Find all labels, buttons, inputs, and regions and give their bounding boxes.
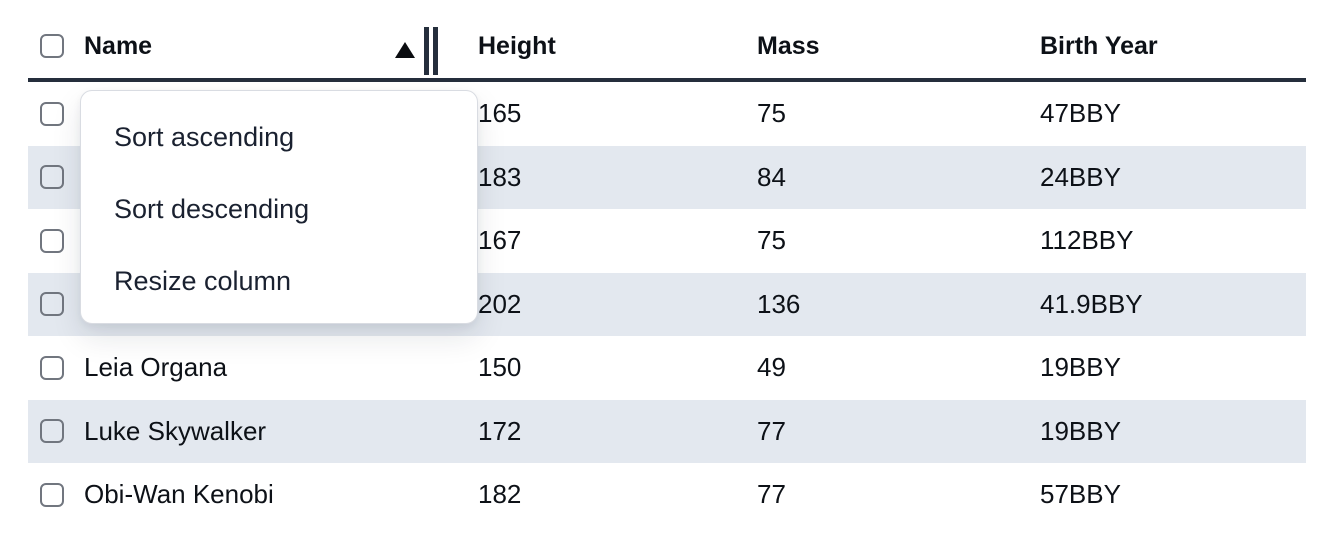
table-header-row: Name Height Mass Birth Year <box>28 14 1306 82</box>
cell-birth-year: 47BBY <box>1040 98 1121 129</box>
select-all-checkbox[interactable] <box>40 34 64 58</box>
cell-name: Obi-Wan Kenobi <box>84 479 274 508</box>
cell-mass: 77 <box>757 479 786 508</box>
cell-height: 167 <box>478 225 522 256</box>
cell-mass: 75 <box>757 225 786 256</box>
column-resize-handle[interactable] <box>424 27 438 75</box>
row-checkbox[interactable] <box>40 165 64 190</box>
cell-height: 150 <box>478 352 522 383</box>
row-checkbox[interactable] <box>40 228 64 253</box>
cell-name: Luke Skywalker <box>84 415 267 446</box>
menu-item-resize-column[interactable]: Resize column <box>114 265 292 296</box>
cell-height: 183 <box>478 161 522 192</box>
cell-birth-year: 19BBY <box>1040 352 1121 383</box>
menu-item-sort-ascending[interactable]: Sort ascending <box>114 121 295 152</box>
cell-height: 202 <box>478 288 522 319</box>
column-header-birth-year[interactable]: Birth Year <box>1040 31 1158 60</box>
resize-bar-icon <box>433 27 438 75</box>
row-checkbox[interactable] <box>40 355 64 380</box>
menu-item-sort-descending[interactable]: Sort descending <box>114 193 310 224</box>
cell-mass: 136 <box>757 288 801 319</box>
table-row[interactable]: 167 75 112BBY <box>28 209 1306 273</box>
cell-height: 172 <box>478 415 522 446</box>
cell-height: 182 <box>478 479 522 508</box>
table-row[interactable]: Luke Skywalker 172 77 19BBY <box>28 399 1306 463</box>
row-checkbox[interactable] <box>40 482 64 507</box>
sort-ascending-icon <box>395 42 415 58</box>
row-checkbox[interactable] <box>40 101 64 126</box>
table-row[interactable]: Obi-Wan Kenobi 182 77 57BBY <box>28 463 1306 508</box>
cell-birth-year: 112BBY <box>1040 225 1134 256</box>
cell-height: 165 <box>478 98 522 129</box>
cell-mass: 77 <box>757 415 786 446</box>
cell-birth-year: 24BBY <box>1040 161 1121 192</box>
table-row[interactable]: Leia Organa 150 49 19BBY <box>28 336 1306 400</box>
header-select-cell <box>28 34 84 58</box>
resize-bar-icon <box>424 27 429 75</box>
cell-birth-year: 19BBY <box>1040 415 1121 446</box>
column-header-name[interactable]: Name <box>84 14 478 78</box>
cell-mass: 84 <box>757 161 786 192</box>
cell-mass: 49 <box>757 352 786 383</box>
column-context-menu: Sort ascending Sort descending Resize co… <box>80 90 478 324</box>
column-header-height[interactable]: Height <box>478 31 556 60</box>
cell-mass: 75 <box>757 98 786 129</box>
cell-name: Leia Organa <box>84 352 228 383</box>
cell-birth-year: 57BBY <box>1040 479 1121 508</box>
cell-birth-year: 41.9BBY <box>1040 288 1143 319</box>
row-checkbox[interactable] <box>40 292 64 317</box>
column-header-mass[interactable]: Mass <box>757 31 820 60</box>
row-checkbox[interactable] <box>40 419 64 444</box>
column-header-name-label: Name <box>84 31 153 60</box>
table-row[interactable]: 165 75 47BBY <box>28 82 1306 146</box>
